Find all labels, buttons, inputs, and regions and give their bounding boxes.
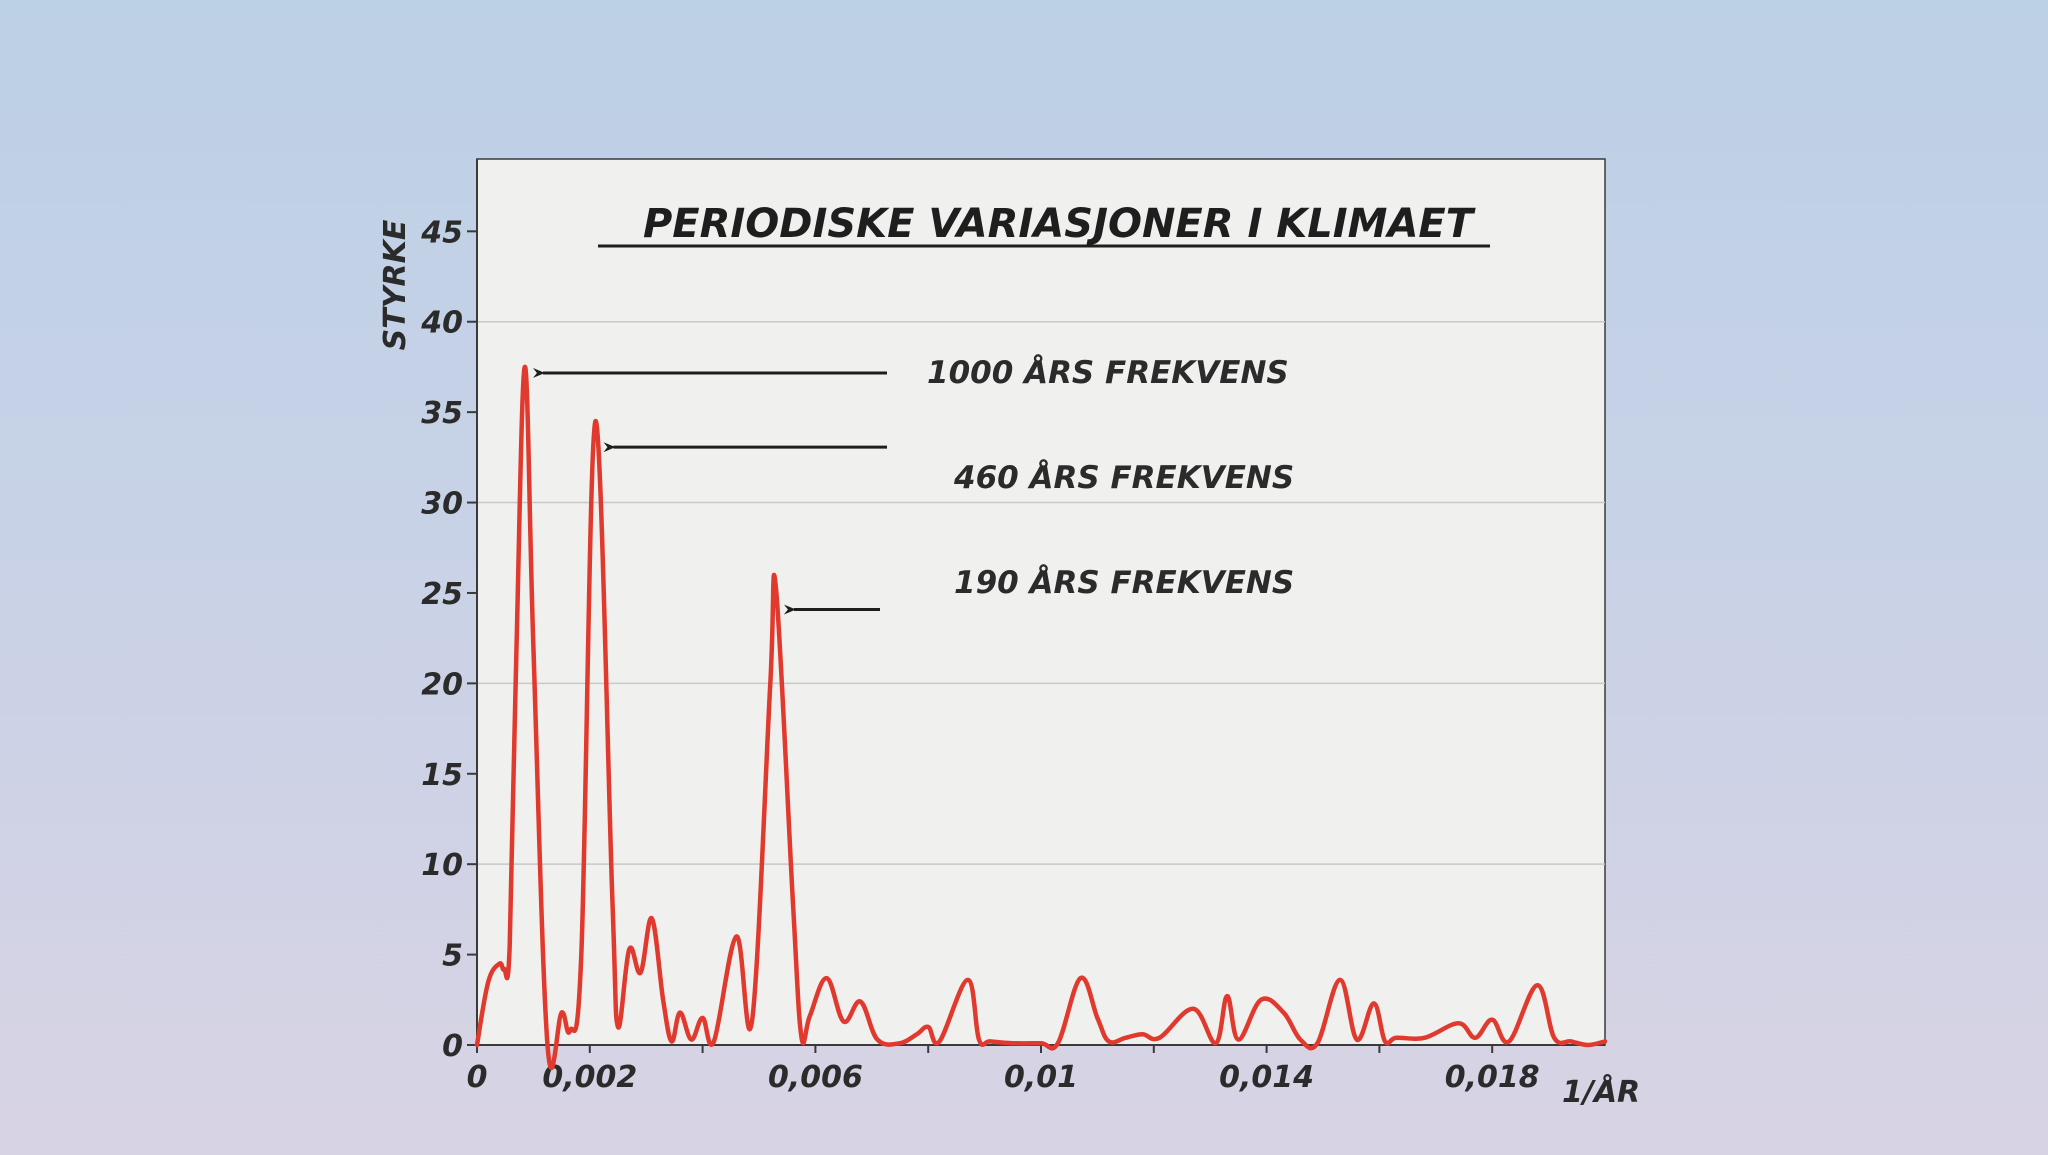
x-tick-label: 0,014 [1219, 1060, 1314, 1095]
x-axis-title: 1/ÅR [1562, 1073, 1640, 1110]
x-tick-label: 0,006 [768, 1060, 863, 1095]
x-axis: 0 0,002 0,006 0,01 0,014 0,018 [467, 1044, 1605, 1095]
y-tick-label: 10 [421, 848, 463, 883]
series-layer [474, 364, 1608, 1071]
y-tick-label: 40 [420, 306, 463, 341]
x-tick-label: 0,018 [1445, 1060, 1540, 1095]
y-tick-label: 35 [421, 396, 463, 431]
y-tick-label: 5 [442, 939, 463, 974]
y-tick-label: 45 [420, 215, 463, 250]
annotation-label: 460 ÅRS FREKVENS [953, 459, 1294, 496]
chart-title: PERIODISKE VARIASJONER I KLIMAET [643, 201, 1476, 247]
y-tick-label: 30 [421, 487, 463, 522]
y-tick-label: 20 [421, 667, 463, 702]
y-axis: 0 5 10 15 20 25 30 35 40 45 [420, 159, 478, 1064]
y-tick-label: 0 [442, 1029, 463, 1064]
x-tick-label: 0,002 [542, 1060, 637, 1095]
x-tick-label: 0,01 [1004, 1060, 1078, 1095]
y-tick-label: 15 [421, 758, 463, 793]
annotations: 1000 ÅRS FREKVENS 460 ÅRS FREKVENS 190 ÅRS… [532, 354, 1294, 615]
annotation-label: 190 ÅRS FREKVENS [954, 564, 1294, 601]
gridlines [477, 320, 1605, 865]
annotation-label: 1000 ÅRS FREKVENS [927, 354, 1289, 391]
y-axis-title: STYRKE [378, 219, 413, 350]
plot-area [476, 158, 1606, 1046]
x-tick-label: 0 [467, 1060, 488, 1095]
y-tick-label: 25 [421, 577, 463, 612]
series-line-0 [474, 364, 1608, 1071]
